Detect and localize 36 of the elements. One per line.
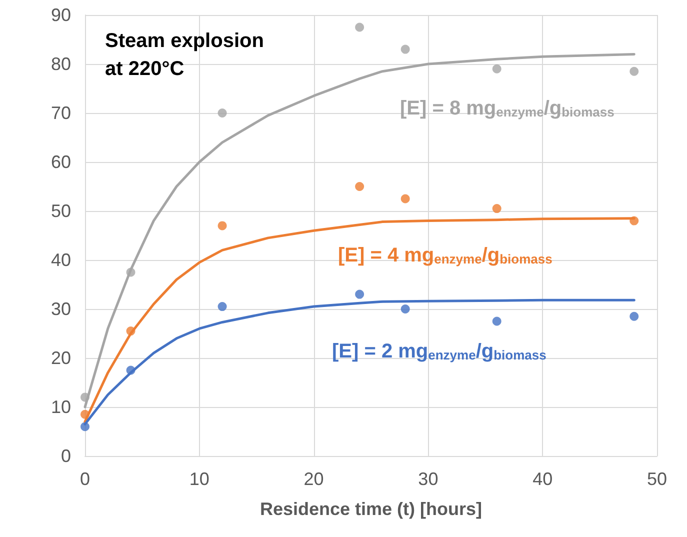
point [492, 204, 502, 214]
point [218, 221, 227, 230]
x-tick-label: 20 [304, 469, 324, 489]
y-tick-label: 20 [50, 348, 71, 368]
point [492, 316, 502, 326]
annotation: [E] = 8 mgenzyme/gbiomass [400, 98, 614, 120]
y-tick-label: 30 [50, 299, 71, 319]
point [355, 182, 364, 191]
y-tick-label: 80 [50, 54, 71, 74]
text: Steam explosion at 220°C [105, 30, 270, 80]
point [218, 302, 227, 312]
y-tick-label: 50 [50, 201, 71, 221]
point [400, 304, 410, 314]
annotation: [E] = 4 mgenzyme/gbiomass [338, 244, 552, 266]
point [630, 312, 639, 321]
x-tick-label: 40 [532, 469, 553, 489]
x-tick-label: 10 [189, 469, 210, 489]
point [355, 22, 364, 32]
x-tick-label: 0 [80, 469, 90, 489]
x-tick-label: 50 [646, 469, 668, 489]
point [400, 194, 410, 204]
point [355, 290, 364, 299]
y-tick-label: 40 [50, 250, 71, 270]
point [400, 44, 410, 54]
y-tick-label: 70 [50, 103, 71, 123]
line-series [84, 52, 636, 408]
annotation: [E] = 2 mgenzyme/gbiomass [332, 340, 546, 362]
point [630, 66, 639, 76]
point [218, 108, 227, 118]
y-tick-label: 10 [50, 397, 71, 417]
x-axis-title: Residence time (t) [hours] [260, 499, 482, 519]
y-tick-label: 0 [60, 446, 71, 466]
y-tick-label: 60 [50, 152, 71, 172]
y-tick-label: 90 [50, 5, 71, 25]
x-tick-label: 30 [418, 469, 438, 489]
point [492, 64, 502, 74]
